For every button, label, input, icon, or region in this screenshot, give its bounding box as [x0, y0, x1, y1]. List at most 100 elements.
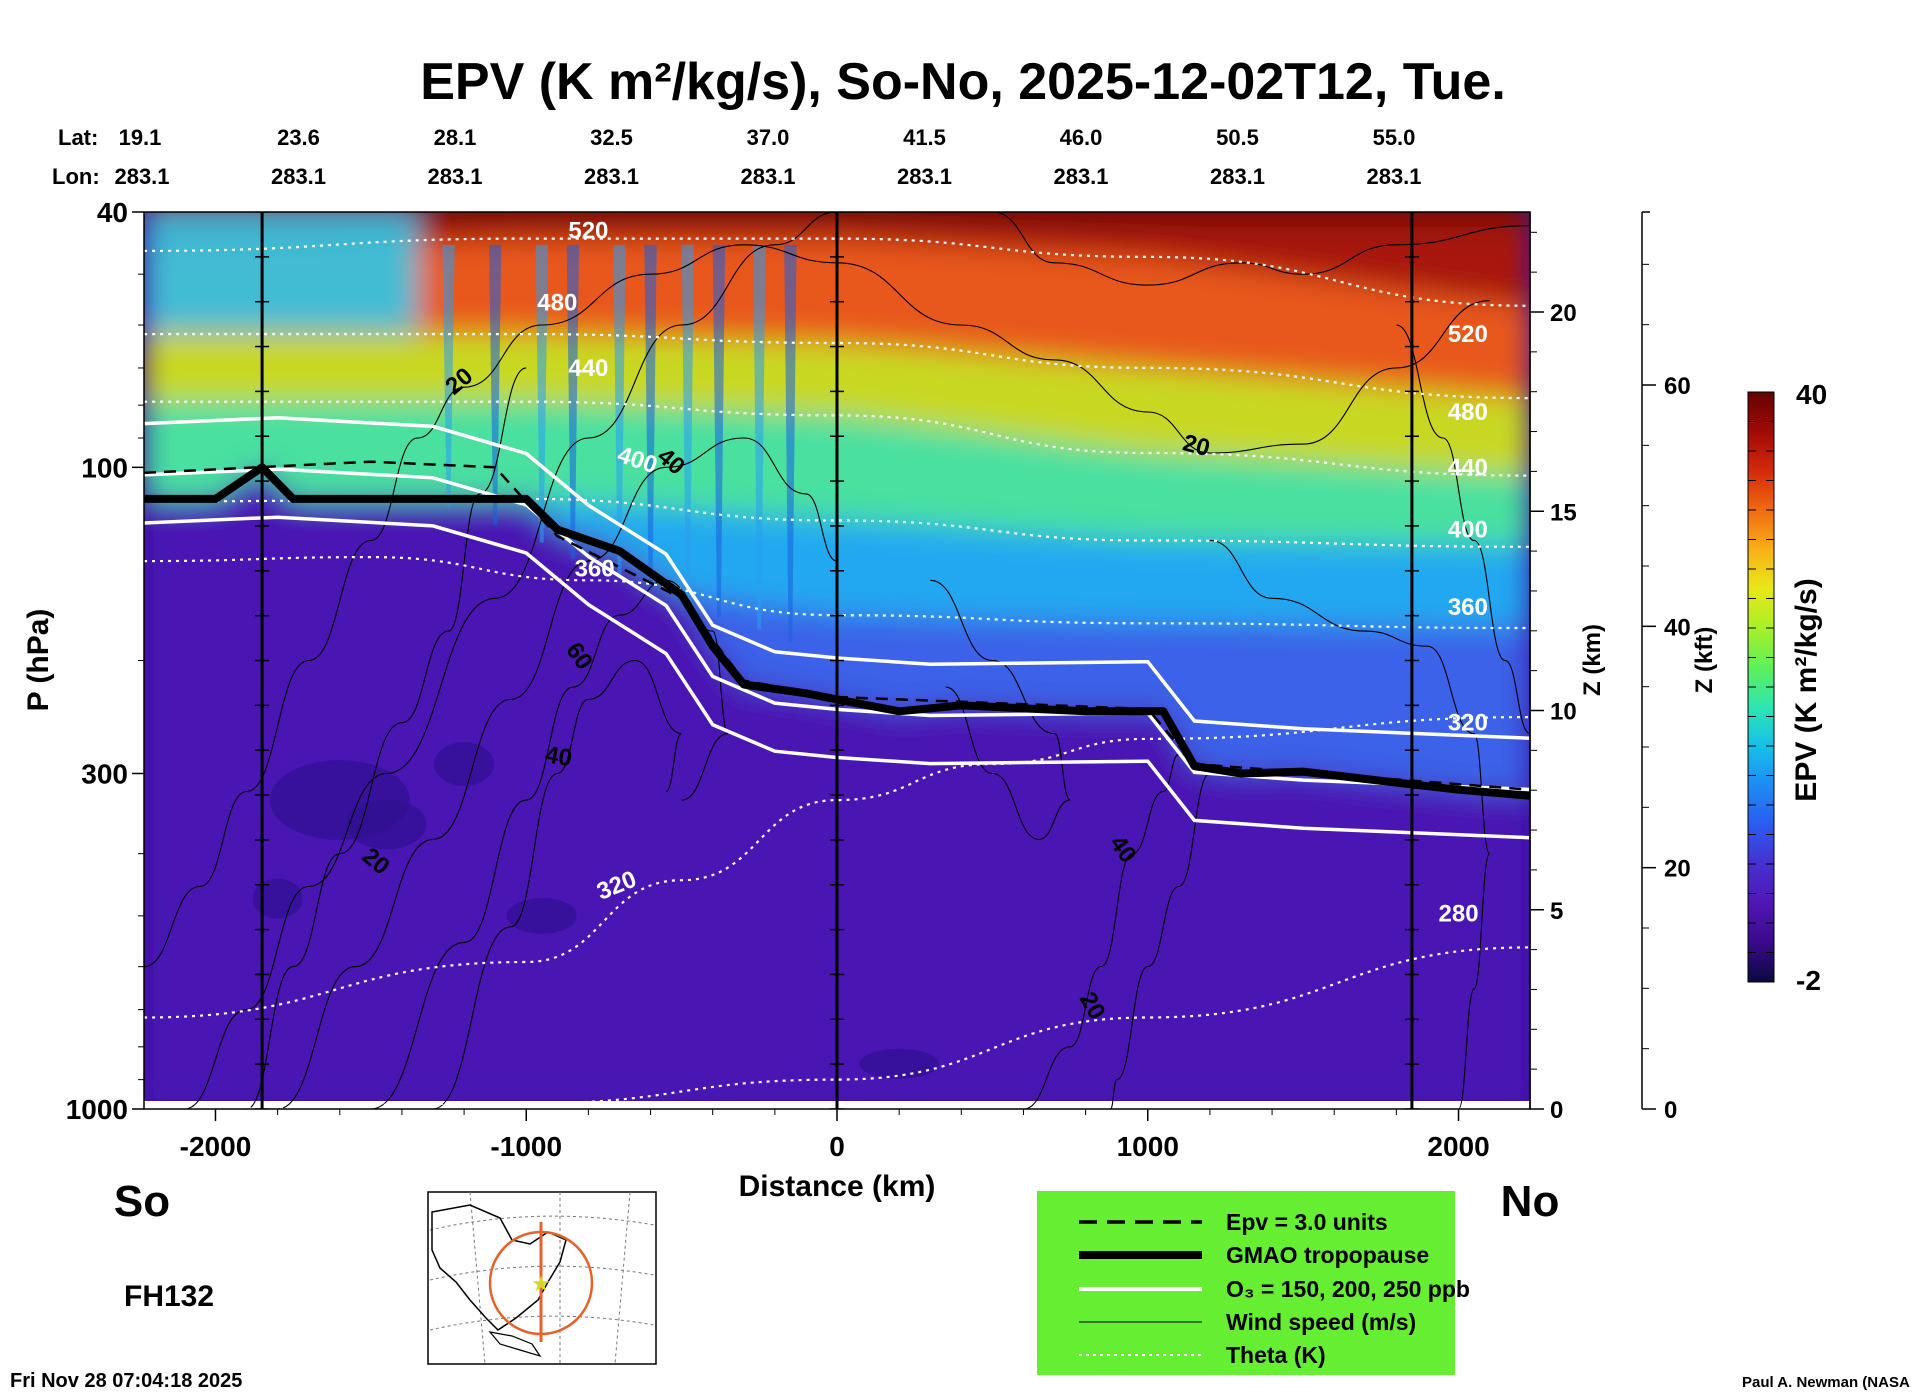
x-tick-label: -1000: [490, 1131, 562, 1162]
epv-streaks: [144, 244, 1530, 1109]
lat-label: Lat:: [58, 125, 98, 150]
lon-value: 283.1: [740, 164, 795, 189]
epv-streak: [753, 244, 766, 630]
lat-value: 55.0: [1373, 125, 1416, 150]
theta-label: 440: [568, 355, 608, 382]
theta-label: 280: [1439, 900, 1479, 927]
south-label: So: [114, 1177, 170, 1226]
theta-label-right: 360: [1448, 594, 1488, 621]
z-km-tick-label: 0: [1550, 1097, 1563, 1124]
x-tick-label: 1000: [1117, 1131, 1179, 1162]
lat-value: 19.1: [119, 125, 162, 150]
z-km-tick-label: 20: [1550, 300, 1577, 327]
ozone-contour: [144, 416, 1530, 740]
epv-patch: [506, 897, 577, 934]
inset-map-center-star-icon: ★: [531, 1271, 551, 1296]
forecast-hour-label: FH132: [124, 1280, 214, 1313]
ozone-contour: [144, 467, 1530, 792]
lat-value: 28.1: [434, 125, 477, 150]
y-axis-label: P (hPa): [22, 609, 55, 712]
legend-item-epv3: Epv = 3.0 units: [1226, 1209, 1388, 1235]
colorbar-title: EPV (K m²/kg/s): [1790, 578, 1823, 801]
wind-contour: [144, 244, 1490, 968]
legend-item-theta: Theta (K): [1226, 1342, 1326, 1368]
wind-speed-contours: [144, 212, 1530, 1109]
z-kft-tick-label: 60: [1664, 373, 1691, 400]
theta-contour: [144, 332, 1530, 400]
z-kft-axis: 0 20 40 60: [1641, 211, 1691, 1124]
epv-streak: [488, 244, 502, 526]
chart-title: EPV (K m²/kg/s), So-No, 2025-12-02T12, T…: [420, 53, 1506, 111]
epv-streak: [712, 244, 726, 617]
legend: Epv = 3.0 units GMAO tropopause O₃ = 150…: [1037, 1191, 1470, 1375]
x-axis: -2000 -1000 0 1000 2000: [180, 1109, 1490, 1162]
colorbar: 40 -2 EPV (K m²/kg/s): [1747, 379, 1827, 996]
inset-map: ★: [427, 1191, 657, 1365]
lat-value: 41.5: [903, 125, 946, 150]
x-axis-label: Distance (km): [739, 1170, 936, 1203]
epv-patch: [346, 799, 427, 850]
theta-label-right: 320: [1448, 710, 1488, 737]
theta-contour: [144, 555, 1530, 630]
longitude-labels: 283.1 283.1 283.1 283.1 283.1 283.1 283.1 283.1…: [114, 164, 1421, 189]
legend-background: [1037, 1191, 1455, 1375]
wind-contour: [184, 212, 838, 1109]
z-km-tick-label: 5: [1550, 898, 1563, 925]
z-km-tick-label: 10: [1550, 699, 1577, 726]
y-tick-label: 100: [81, 452, 128, 483]
epv-3-unit-line: [144, 460, 1530, 791]
theta-label-right: 440: [1448, 454, 1488, 481]
lon-value: 283.1: [1210, 164, 1265, 189]
wind-contour: [1209, 539, 1491, 1109]
vertical-marker-lines: [255, 212, 1419, 1109]
lon-label: Lon:: [52, 164, 100, 189]
theta-contour: [144, 237, 1530, 307]
theta-contour: [144, 716, 1530, 1019]
ozone-contours: [144, 416, 1530, 840]
wind-label: 40: [543, 741, 574, 772]
inset-map-graticule: [429, 1191, 655, 1365]
epv-patch: [434, 742, 495, 787]
z-kft-tick-label: 20: [1664, 856, 1691, 883]
theta-label: 360: [575, 556, 615, 583]
wind-contour: [246, 367, 527, 1109]
z-kft-tick-label: 0: [1664, 1097, 1677, 1124]
lon-value: 283.1: [1366, 164, 1421, 189]
x-tick-label: 2000: [1427, 1131, 1489, 1162]
z-km-axis-label: Z (km): [1579, 624, 1606, 696]
epv-streak: [535, 244, 548, 543]
y-axis: 40 100 300 1000: [66, 197, 144, 1125]
x-tick-label: -2000: [180, 1131, 252, 1162]
wind-contour: [370, 579, 729, 1109]
epv-band-south-top: [144, 212, 418, 332]
lon-value: 283.1: [897, 164, 952, 189]
wind-contour: [930, 579, 1071, 840]
epv-streak: [613, 244, 626, 575]
wind-contour: [277, 437, 838, 1109]
credit-label: Paul A. Newman (NASA: [1742, 1374, 1910, 1391]
legend-item-wind: Wind speed (m/s): [1226, 1309, 1416, 1335]
tropopause-line: [144, 463, 1530, 800]
north-label: No: [1501, 1177, 1560, 1226]
wind-contour: [1396, 324, 1530, 735]
epv-3-line: [144, 460, 1530, 791]
lat-value: 23.6: [277, 125, 320, 150]
theta-label-right: 520: [1448, 321, 1488, 348]
epv-patch: [252, 878, 303, 919]
z-km-axis: 0 5 10 15 20: [1529, 212, 1577, 1124]
timestamp-label: Fri Nov 28 07:04:18 2025: [10, 1370, 242, 1392]
lat-value: 46.0: [1060, 125, 1103, 150]
x-tick-label: 0: [829, 1131, 845, 1162]
plot-area: 5204804404003603202805204804404003603202…: [144, 212, 1530, 1109]
z-kft-axis-label: Z (kft): [1691, 627, 1718, 694]
epv-streak: [784, 244, 797, 642]
epv-streak: [681, 244, 695, 604]
lon-value: 283.1: [584, 164, 639, 189]
epv-patch: [859, 1048, 940, 1079]
lat-value: 32.5: [590, 125, 633, 150]
epv-streak: [566, 244, 580, 560]
legend-item-tropopause: GMAO tropopause: [1226, 1242, 1429, 1268]
y-tick-label: 40: [97, 197, 128, 228]
theta-label: 480: [537, 290, 577, 317]
